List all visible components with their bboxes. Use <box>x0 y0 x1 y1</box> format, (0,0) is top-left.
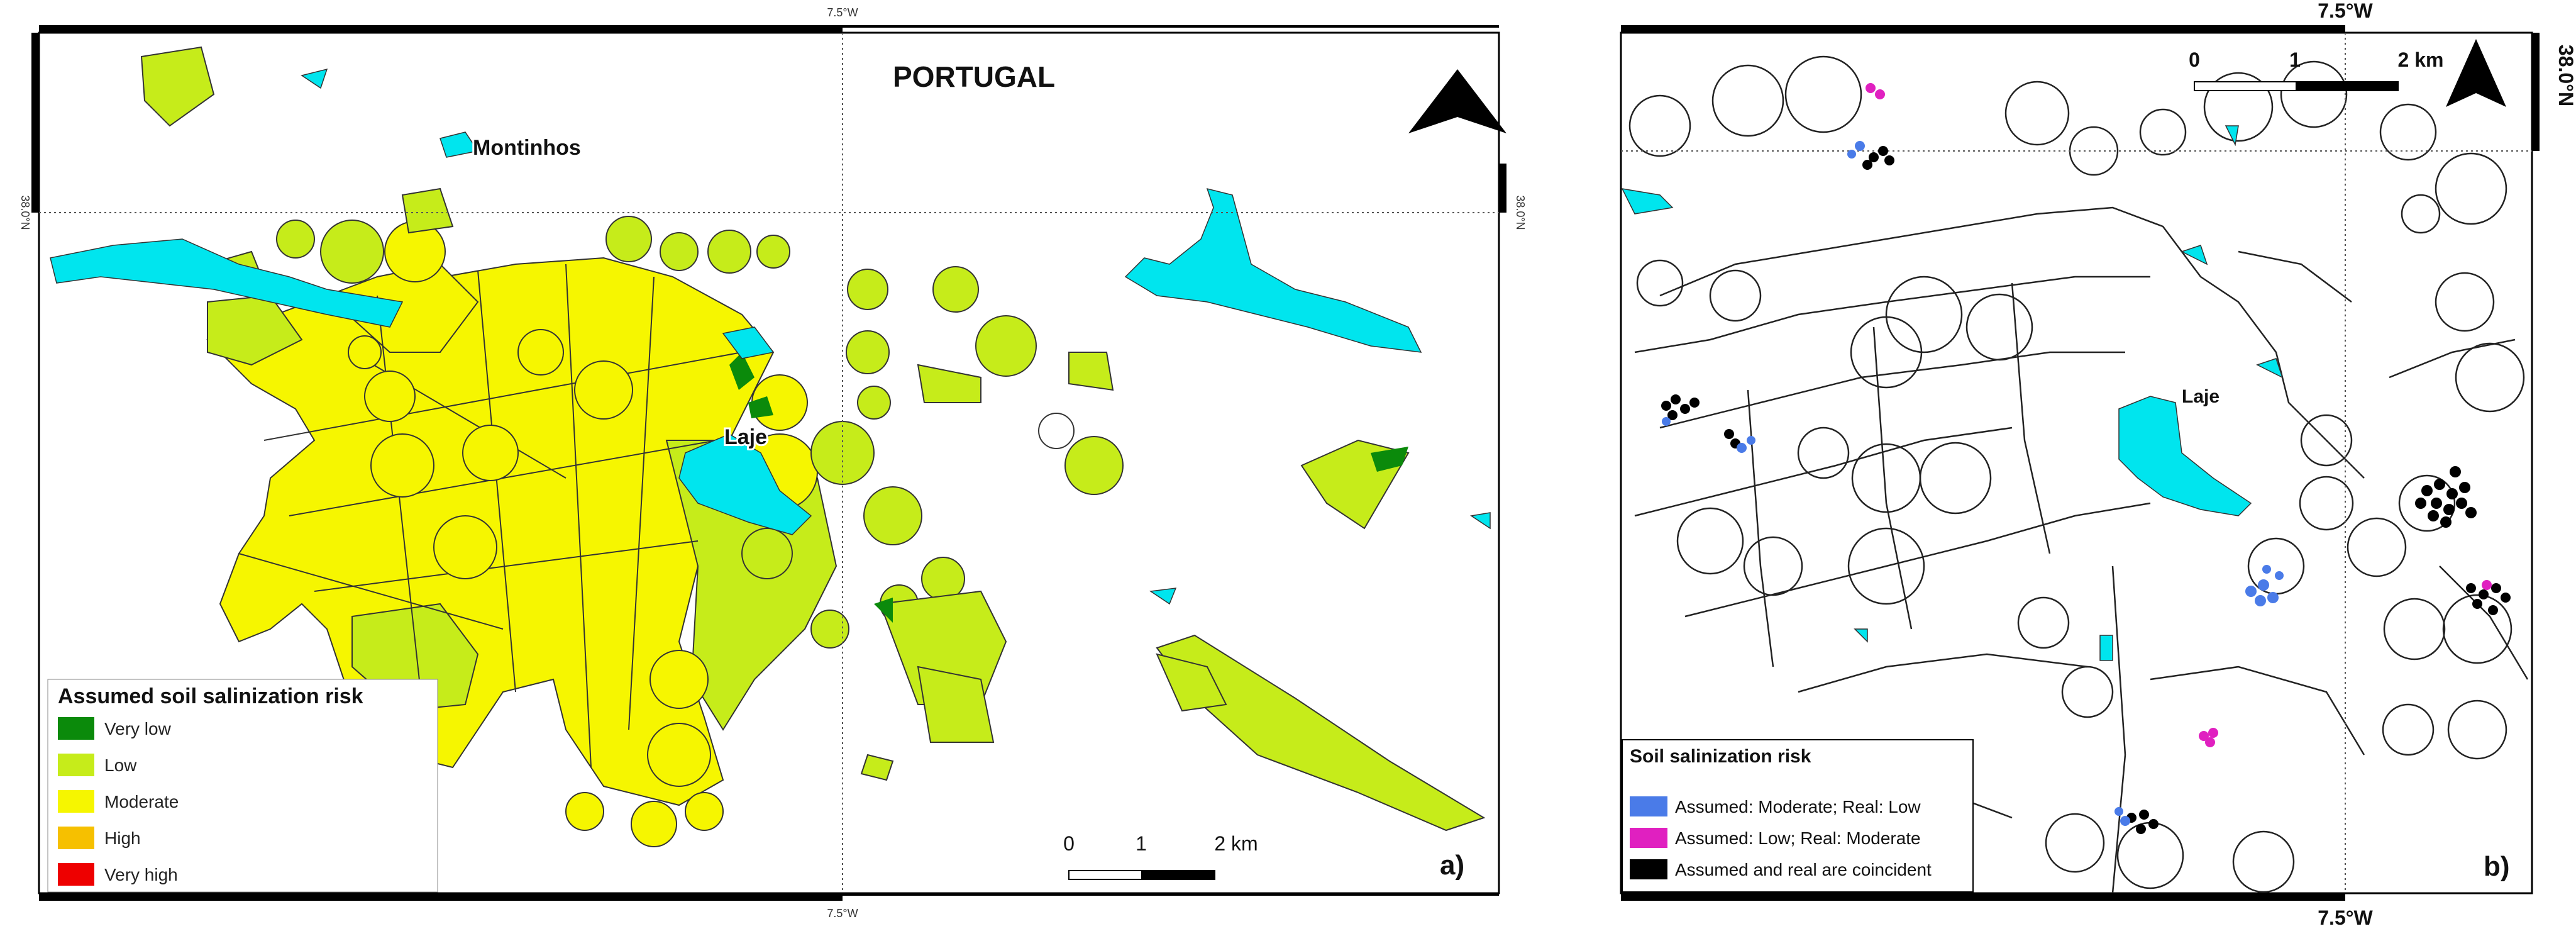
top-coordinate-a: 7.5°W <box>827 6 858 19</box>
svg-text:Very low: Very low <box>104 719 172 738</box>
sample-points-coincident <box>1661 146 2511 834</box>
panel-b-map-content <box>1628 55 2529 893</box>
panel-label-b: b) <box>2484 851 2510 882</box>
svg-text:0: 0 <box>1063 832 1075 855</box>
place-label-laje: Laje <box>724 425 767 449</box>
legend-a: Assumed soil salinization risk Very low … <box>47 679 438 893</box>
legend-item-high: High <box>58 827 141 849</box>
legend-b: Soil salinization risk Assumed: Moderate… <box>1622 739 1974 893</box>
laje-reservoir <box>678 433 812 535</box>
legend-title-b: Soil salinization risk <box>1630 746 1811 767</box>
eastern-reservoir <box>1124 187 1422 353</box>
bottom-coordinate-a: 7.5°W <box>827 907 858 920</box>
scale-bar-b: 0 1 2 km <box>2189 48 2443 91</box>
panel-label-a: a) <box>1440 850 1464 881</box>
svg-text:Very high: Very high <box>104 865 178 884</box>
legend-item-moderate-low: Assumed: Moderate; Real: Low <box>1630 796 1921 816</box>
north-arrow-icon <box>1408 69 1506 133</box>
bottom-coordinate-b: 7.5°W <box>2318 906 2373 929</box>
top-coordinate-b: 7.5°W <box>2318 0 2373 22</box>
svg-text:1: 1 <box>1136 832 1147 855</box>
svg-text:Moderate: Moderate <box>104 792 179 811</box>
left-coordinate-a: 38.0°N <box>19 195 31 230</box>
legend-item-moderate: Moderate <box>58 790 179 813</box>
sample-points-moderate-low <box>1662 141 2284 826</box>
svg-text:2 km: 2 km <box>1214 832 1258 855</box>
legend-title-a: Assumed soil salinization risk <box>58 684 363 708</box>
svg-text:2 km: 2 km <box>2398 48 2444 71</box>
svg-text:0: 0 <box>2189 48 2200 71</box>
country-label: PORTUGAL <box>893 60 1055 93</box>
reservoir-water <box>50 68 1491 605</box>
north-arrow-icon <box>2446 39 2506 107</box>
low-risk-strip <box>1156 634 1486 832</box>
panel-a-map-content <box>39 33 1499 893</box>
panel-b: 7.5°W 7.5°W 38.0°N Laje 0 1 2 km Soil sa… <box>1620 0 2576 929</box>
legend-item-low: Low <box>58 754 137 776</box>
legend-item-very-low: Very low <box>58 717 172 740</box>
legend-item-very-high: Very high <box>58 863 178 886</box>
svg-text:Low: Low <box>104 755 137 775</box>
place-label-montinhos: Montinhos <box>473 136 581 160</box>
scale-bar-a: 0 1 2 km <box>1063 832 1258 880</box>
svg-text:Assumed and real are coinciden: Assumed and real are coincident <box>1675 860 1932 879</box>
sample-points-low-moderate <box>1866 83 2492 747</box>
laje-reservoir-b <box>2118 396 2252 516</box>
right-coordinate-a: 38.0°N <box>1514 195 1527 230</box>
center-pivot-fields <box>276 216 1124 847</box>
right-coordinate-b: 38.0°N <box>2555 45 2576 106</box>
legend-item-low-moderate: Assumed: Low; Real: Moderate <box>1630 828 1921 848</box>
legend-item-coincident: Assumed and real are coincident <box>1630 859 1932 879</box>
svg-text:Assumed: Low; Real: Moderate: Assumed: Low; Real: Moderate <box>1675 828 1921 848</box>
very-low-risk-area <box>729 352 1408 623</box>
place-label-laje-b: Laje <box>2182 386 2219 407</box>
svg-text:High: High <box>104 828 141 848</box>
svg-text:Assumed: Moderate; Real: Low: Assumed: Moderate; Real: Low <box>1675 797 1921 816</box>
panel-b-water <box>1621 125 2284 661</box>
svg-text:1: 1 <box>2289 48 2301 71</box>
panel-a: 7.5°W 7.5°W 38.0°N 38.0°N PORTUGAL Monti… <box>19 6 1527 920</box>
